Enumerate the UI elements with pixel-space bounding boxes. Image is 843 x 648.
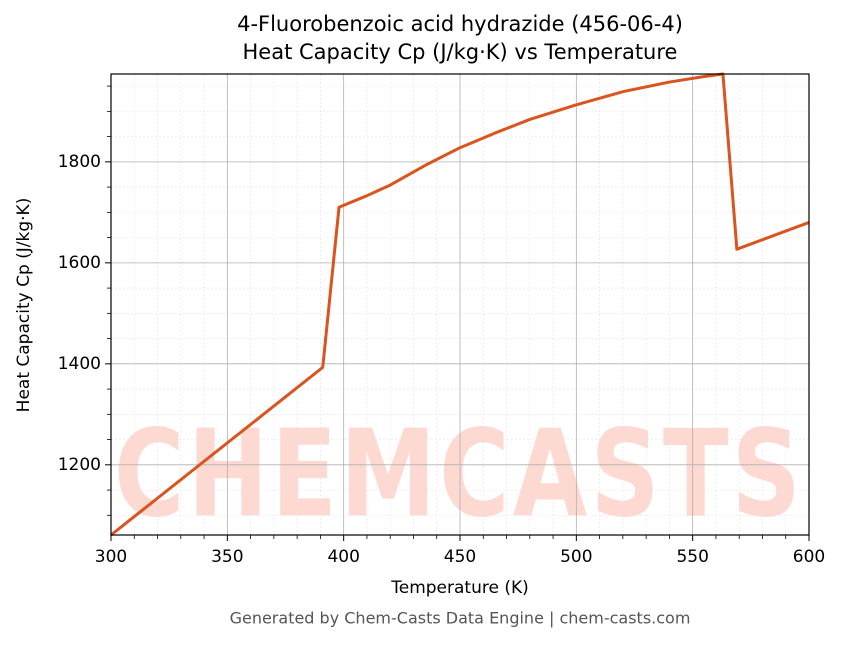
x-tick-label: 300 [95, 547, 127, 567]
x-tick-label: 450 [444, 547, 476, 567]
y-tick-label: 1400 [58, 354, 101, 374]
footer: Generated by Chem-Casts Data Engine | ch… [230, 609, 691, 628]
plot-frame [110, 73, 810, 536]
chart-subtitle: Heat Capacity Cp (J/kg·K) vs Temperature [243, 40, 678, 64]
chart-title: 4-Fluorobenzoic acid hydrazide (456-06-4… [237, 12, 683, 36]
y-tick-label: 1800 [58, 152, 101, 172]
y-tick-label: 1200 [58, 455, 101, 475]
x-tick-label: 500 [560, 547, 592, 567]
watermark: CHEMCASTS [114, 406, 804, 545]
data-line [110, 72, 810, 537]
x-axis-label: Temperature (K) [390, 578, 529, 598]
x-tick-label: 550 [676, 547, 708, 567]
y-axis-label: Heat Capacity Cp (J/kg·K) [14, 198, 34, 413]
x-tick-label: 400 [327, 547, 359, 567]
x-tick-label: 350 [211, 547, 243, 567]
y-tick-label: 1600 [58, 253, 101, 273]
x-tick-label: 600 [793, 547, 825, 567]
